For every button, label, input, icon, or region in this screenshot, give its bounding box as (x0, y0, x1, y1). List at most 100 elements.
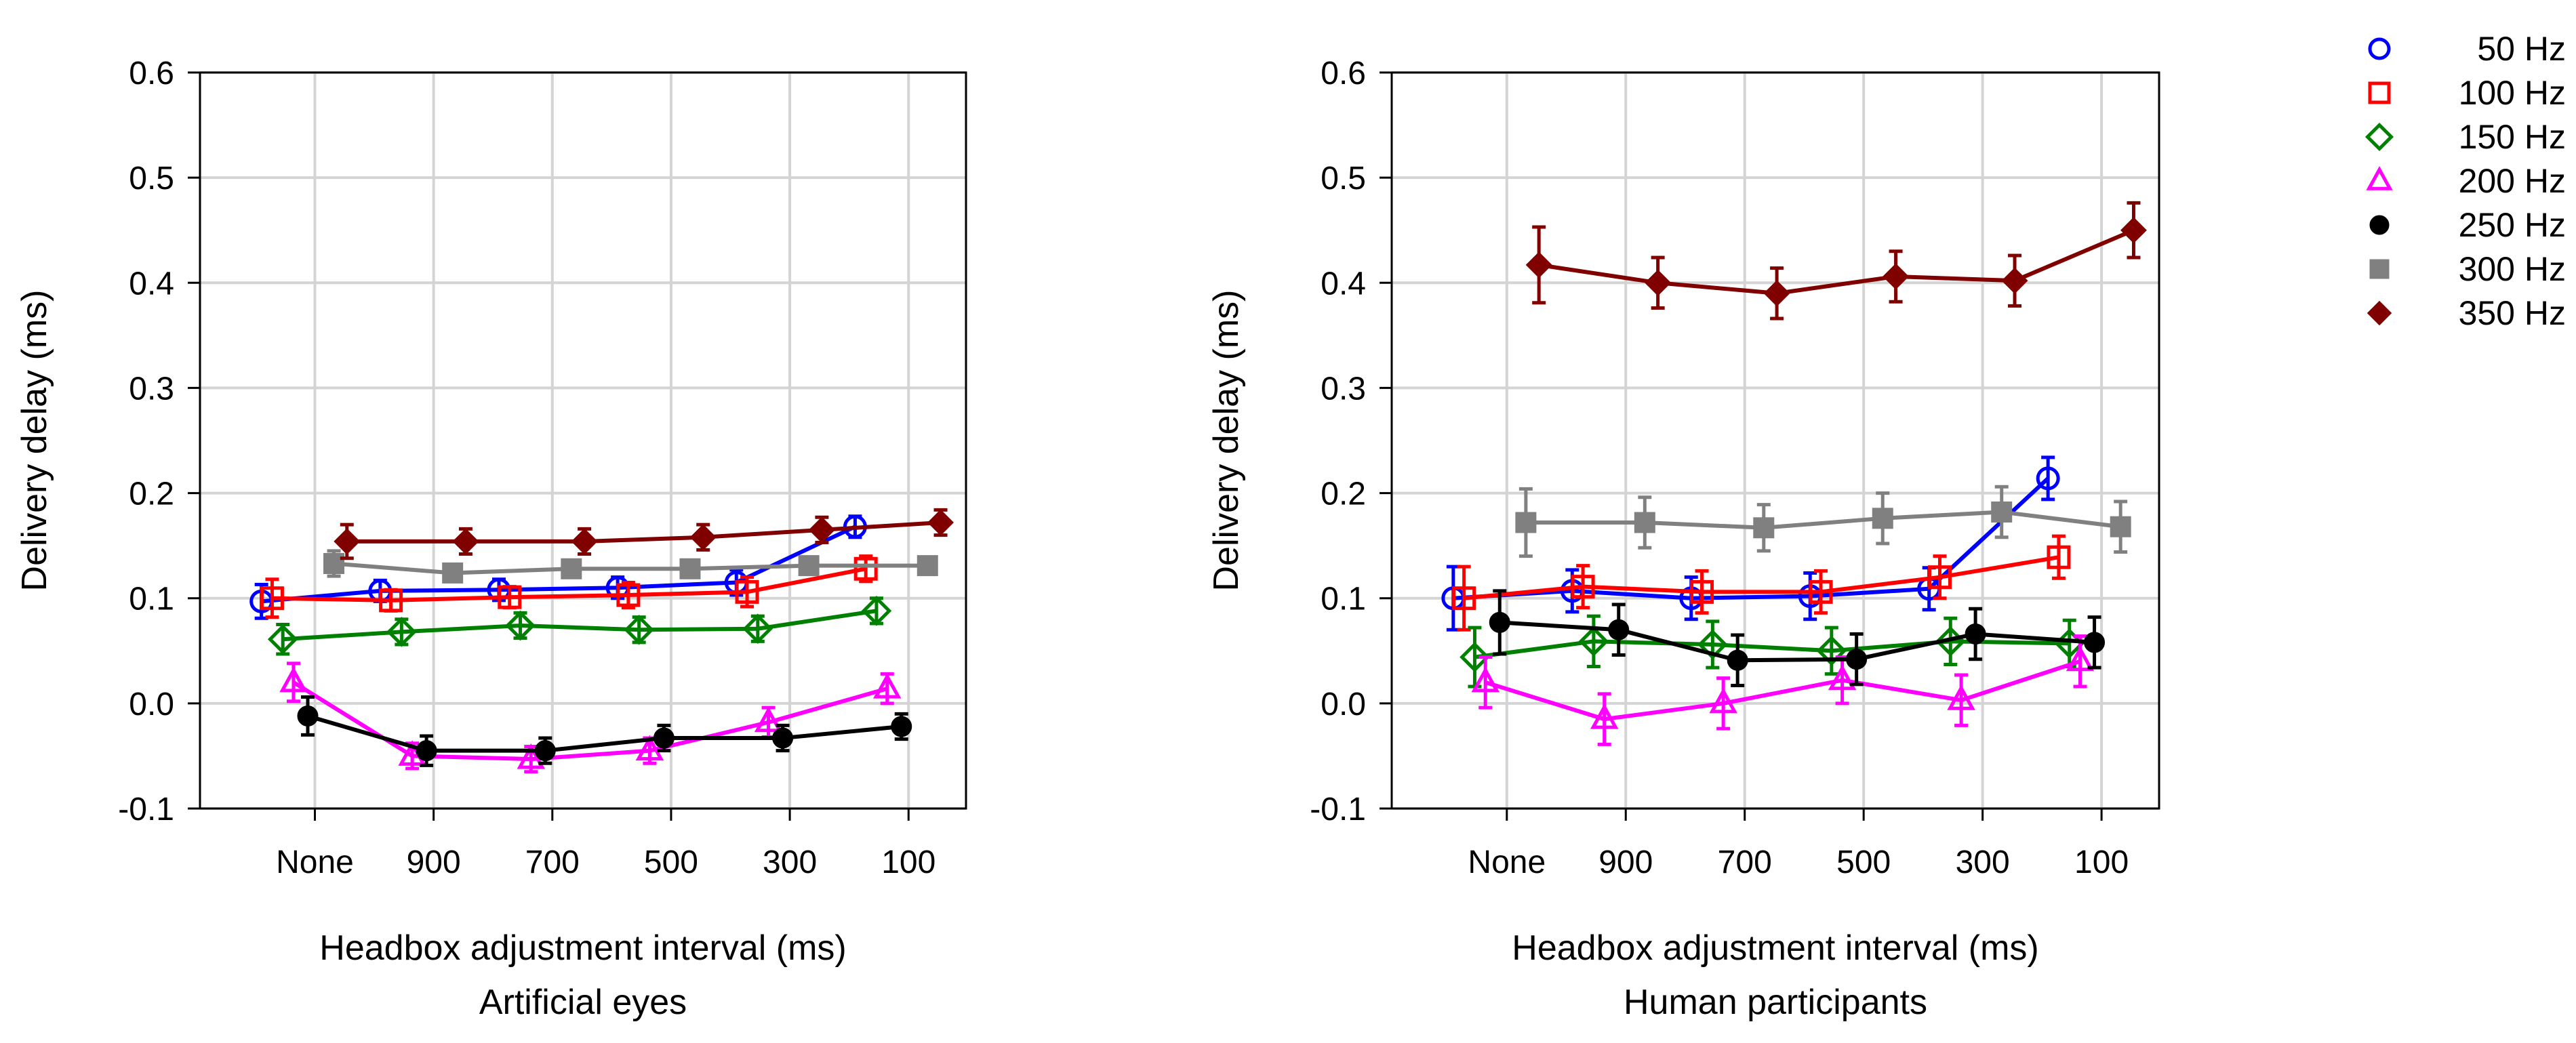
legend: 50 Hz 100 Hz 150 Hz 200 Hz 250 Hz 300 Hz 350 H… (2364, 30, 2566, 332)
data-point (2066, 645, 2095, 672)
data-point (323, 553, 345, 575)
y-tick-label: 0.5 (1321, 161, 1366, 197)
data-point (1883, 263, 1910, 290)
series-line (283, 609, 877, 642)
data-point (616, 583, 641, 607)
panel-title: Artificial eyes (479, 983, 687, 1022)
series-line (272, 567, 866, 602)
y-tick-label: 0.6 (1321, 56, 1366, 91)
data-point (1763, 280, 1790, 307)
legend-marker (2369, 259, 2390, 279)
legend-label: 100 Hz (2459, 74, 2566, 112)
x-tick-label: 100 (2074, 844, 2129, 880)
x-tick-label: 700 (1718, 844, 1772, 880)
data-point (798, 555, 820, 577)
data-point (689, 524, 717, 551)
data-point (505, 610, 536, 641)
x-tick-label: 900 (407, 844, 461, 880)
series-line (261, 525, 856, 604)
data-point (1828, 664, 1857, 691)
data-point (1753, 517, 1775, 539)
legend-label: 300 Hz (2459, 250, 2566, 288)
data-point (1571, 575, 1595, 599)
data-point (927, 509, 954, 536)
data-point (2047, 545, 2071, 569)
data-point (267, 623, 298, 655)
chart-panel-1 (188, 71, 967, 821)
x-tick-label: 700 (525, 844, 580, 880)
series-100hz (1452, 534, 2071, 632)
data-point (1525, 251, 1552, 279)
data-point (1709, 687, 1737, 714)
data-point (1578, 626, 1609, 657)
data-point (2001, 267, 2028, 294)
data-point (386, 617, 417, 647)
data-point (2036, 466, 2060, 491)
legend-marker (2369, 215, 2390, 235)
legend-label: 350 Hz (2459, 294, 2566, 332)
data-point (742, 613, 773, 644)
data-point (679, 558, 701, 579)
data-point (534, 740, 556, 762)
data-point (2084, 632, 2106, 653)
data-point (1991, 501, 2013, 523)
data-point (1927, 565, 1952, 590)
x-tick-label: None (276, 844, 354, 880)
data-point (260, 586, 284, 611)
series-line (292, 680, 888, 762)
data-point (1727, 649, 1748, 671)
x-tick-label: 300 (1956, 844, 2010, 880)
y-tick-label: 0.3 (129, 371, 174, 407)
y-tick-label: 0.4 (1321, 266, 1366, 302)
data-point (872, 672, 902, 699)
series-350hz (334, 508, 954, 560)
x-tick-label: 100 (881, 844, 935, 880)
series-150hz (267, 596, 892, 656)
data-point (334, 528, 361, 555)
y-tick-label: 0.0 (1321, 687, 1366, 722)
data-point (1947, 684, 1975, 710)
y-axis-label: Delivery delay (ms) (15, 290, 54, 592)
x-tick-label: None (1468, 844, 1546, 880)
data-point (861, 596, 892, 626)
series-line (1525, 510, 2121, 530)
series-250hz (1489, 589, 2106, 687)
series-line (1538, 228, 2135, 295)
data-point (1816, 636, 1847, 666)
legend-label: 200 Hz (2459, 162, 2566, 200)
data-point (1608, 619, 1630, 640)
data-point (1515, 512, 1537, 533)
data-point (1634, 512, 1655, 533)
series-300hz (1515, 485, 2131, 558)
legend-label: 250 Hz (2459, 206, 2566, 244)
x-tick-label: 300 (763, 844, 817, 880)
series-line (346, 520, 941, 544)
data-point (808, 516, 835, 544)
data-point (279, 666, 308, 693)
data-point (853, 556, 878, 581)
data-point (452, 528, 479, 555)
y-tick-label: 0.2 (1321, 476, 1366, 512)
data-point (772, 727, 794, 749)
y-axis-label: Delivery delay (ms) (1207, 290, 1246, 592)
data-point (416, 740, 437, 762)
y-tick-label: 0.4 (129, 266, 174, 302)
x-axis-label: Headbox adjustment interval (ms) (1512, 928, 2038, 968)
legend-marker (2366, 166, 2393, 190)
y-tick-label: 0.0 (129, 687, 174, 722)
legend-marker (2364, 122, 2394, 152)
legend-marker (2367, 300, 2392, 326)
data-point (1846, 649, 1868, 670)
data-point (561, 558, 582, 579)
plot-area (1392, 73, 2159, 809)
panel-title: Human participants (1624, 983, 1927, 1022)
data-point (379, 588, 403, 613)
y-tick-label: -0.1 (1310, 792, 1366, 827)
chart-panel-2 (1380, 71, 2160, 821)
y-tick-label: 0.2 (129, 476, 174, 512)
plot-frame (1390, 71, 2160, 810)
series-line (1464, 555, 2059, 600)
data-point (1645, 269, 1672, 296)
data-point (754, 706, 783, 733)
